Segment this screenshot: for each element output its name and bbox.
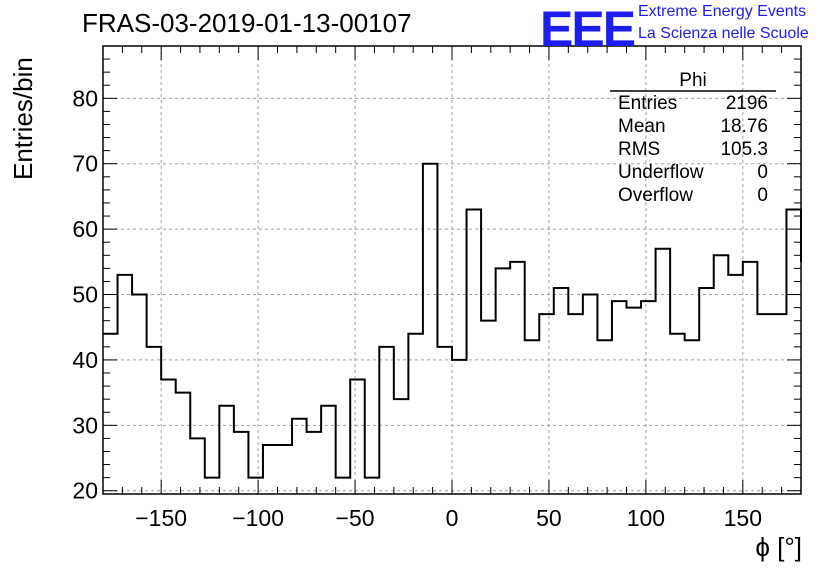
y-tick-label: 30: [72, 412, 98, 438]
histogram-bin: [612, 301, 627, 494]
histogram-bin: [132, 295, 147, 494]
stats-value: 18.76: [720, 116, 768, 137]
histogram-bin: [583, 295, 598, 494]
stats-box-title: Phi: [679, 70, 707, 91]
histogram-bin: [394, 399, 409, 494]
stats-value: 0: [757, 162, 768, 183]
histogram-bin: [685, 340, 700, 494]
histogram-bin: [728, 275, 743, 494]
x-tick-label: 150: [724, 505, 762, 531]
x-tick-label: −150: [135, 505, 187, 531]
y-tick-label: 60: [72, 216, 98, 242]
histogram-bin: [699, 288, 714, 494]
histogram-bin: [248, 478, 263, 494]
y-tick-label: 20: [72, 478, 98, 504]
histogram-bin: [423, 164, 438, 494]
histogram-bin: [263, 445, 278, 494]
histogram-bin: [147, 347, 162, 494]
x-tick-label: −50: [336, 505, 375, 531]
histogram-bin: [205, 478, 220, 494]
histogram-bin: [467, 210, 482, 494]
histogram-bin: [408, 334, 423, 494]
histogram-bin: [190, 438, 205, 494]
y-tick-label: 70: [72, 151, 98, 177]
stats-value: 105.3: [720, 139, 768, 160]
y-tick-label: 80: [72, 85, 98, 111]
histogram-bin: [292, 419, 307, 494]
stats-key: Mean: [618, 116, 666, 137]
stats-key: Underflow: [618, 162, 704, 183]
histogram-bin: [525, 340, 540, 494]
histogram-bin: [510, 262, 525, 494]
histogram-bin: [365, 478, 380, 494]
histogram-bin: [656, 249, 671, 494]
histogram-bin: [539, 314, 554, 494]
x-tick-label: 100: [627, 505, 665, 531]
histogram-bin: [496, 268, 511, 494]
y-tick-label: 40: [72, 347, 98, 373]
histogram-bin: [336, 478, 351, 494]
histogram-bin: [627, 308, 642, 494]
stats-value: 0: [757, 185, 768, 206]
histogram-bin: [670, 334, 685, 494]
histogram-bin: [641, 301, 656, 494]
histogram-bin: [234, 432, 249, 494]
histogram-bin: [161, 380, 176, 494]
histogram-bin: [714, 255, 729, 494]
histogram-bin: [176, 393, 191, 494]
histogram-bin: [278, 445, 293, 494]
logo-line-2: La Scienza nelle Scuole: [638, 25, 809, 42]
histogram-bin: [219, 406, 234, 494]
histogram-bin: [743, 262, 758, 494]
stats-value: 2196: [725, 93, 768, 114]
stats-key: Overflow: [618, 185, 693, 206]
histogram-bin: [437, 347, 452, 494]
histogram-bin: [554, 288, 569, 494]
histogram-bin: [321, 406, 336, 494]
y-tick-label: 50: [72, 282, 98, 308]
y-axis-label: Entries/bin: [8, 57, 38, 180]
histogram-bin: [481, 321, 496, 494]
eee-logo: EEE: [540, 1, 636, 57]
x-axis-label: ϕ [°]: [755, 532, 802, 562]
histogram-bin: [307, 432, 322, 494]
plot-title: FRAS-03-2019-01-13-00107: [82, 8, 412, 38]
stats-key: Entries: [618, 93, 678, 114]
x-tick-label: 50: [536, 505, 562, 531]
histogram-bin: [118, 275, 133, 494]
histogram-bin: [350, 380, 365, 494]
histogram-line: [103, 162, 802, 479]
histogram-bin: [568, 314, 583, 494]
histogram-bin: [452, 360, 467, 494]
stats-key: RMS: [618, 139, 661, 160]
histogram-bin: [597, 340, 612, 494]
histogram-bin: [757, 314, 772, 494]
histogram-bin: [772, 314, 787, 494]
x-tick-label: 0: [446, 505, 459, 531]
x-tick-label: −100: [232, 505, 284, 531]
histogram-bin: [103, 334, 118, 494]
logo-line-1: Extreme Energy Events: [638, 3, 807, 20]
histogram-bin: [379, 347, 394, 494]
